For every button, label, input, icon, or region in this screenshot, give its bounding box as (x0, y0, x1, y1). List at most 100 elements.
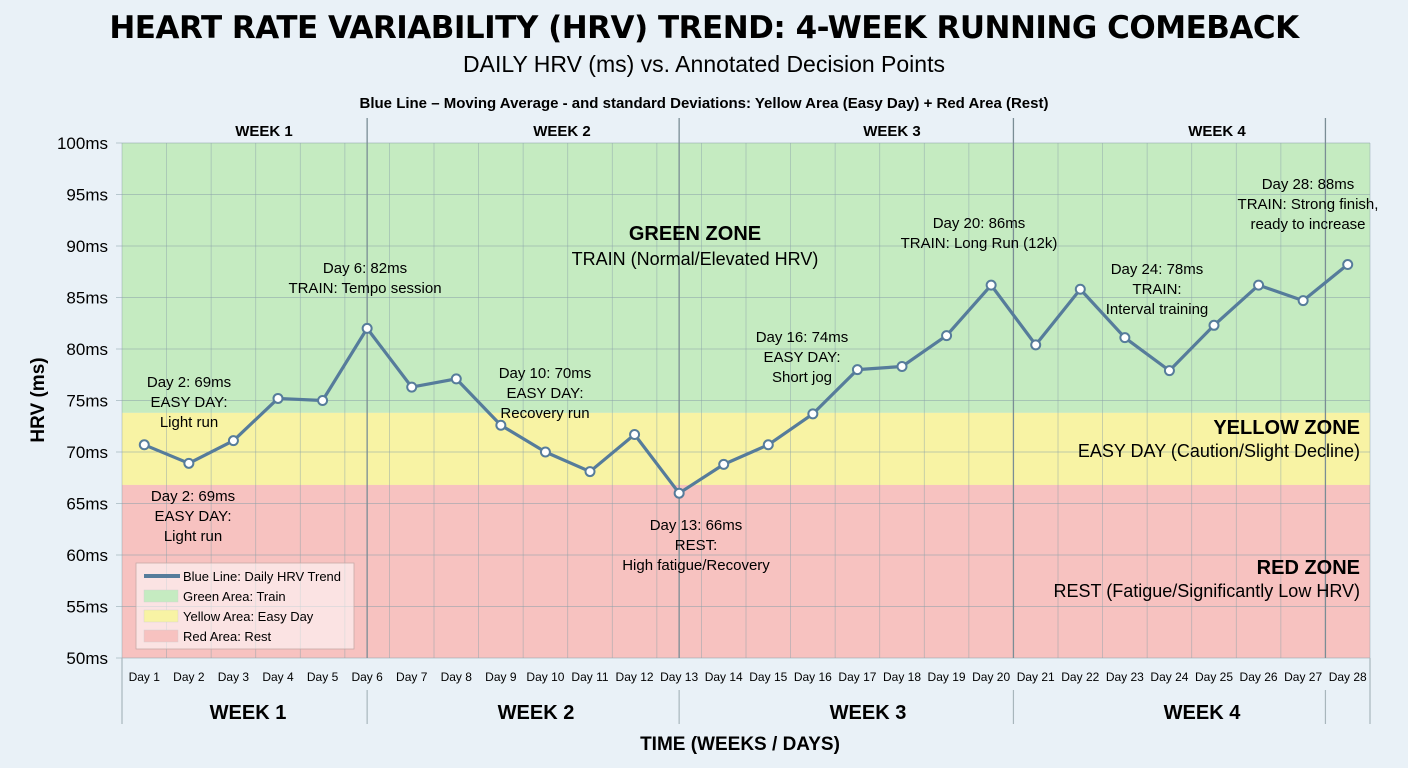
data-point (317, 395, 329, 406)
series-line (143, 263, 1349, 495)
data-point (762, 439, 774, 451)
x-tick-label: Day 1 (129, 670, 161, 684)
green-zone-title: GREEN ZONE (629, 223, 761, 245)
x-tick-label: Day 19 (928, 670, 966, 684)
week-label-bottom: WEEK 1 (210, 702, 287, 724)
data-point (629, 428, 641, 440)
data-point (584, 466, 596, 478)
annotation-text: EASY DAY: (764, 349, 841, 366)
x-tick-label: Day 25 (1195, 670, 1233, 684)
annotation-text: Day 6: 82ms (323, 260, 407, 277)
red-zone-description: REST (Fatigue/Significantly Low HRV) (1054, 581, 1360, 601)
x-tick-label: Day 12 (616, 670, 654, 684)
data-point (1074, 283, 1086, 295)
data-point (450, 373, 462, 385)
x-tick-label: Day 26 (1240, 670, 1278, 684)
x-tick-label: Day 20 (972, 670, 1010, 684)
data-point (1030, 339, 1042, 351)
week-label-top: WEEK 2 (533, 123, 591, 140)
annotation-text: ready to increase (1250, 216, 1365, 233)
x-tick-label: Day 6 (351, 670, 383, 684)
data-point (1119, 332, 1131, 344)
data-point (807, 408, 819, 420)
y-tick-label: 100ms (57, 134, 108, 153)
y-tick-label: 65ms (66, 495, 108, 514)
data-point (1297, 295, 1309, 307)
chart-title: HEART RATE VARIABILITY (HRV) TREND: 4-WE… (109, 10, 1300, 46)
data-point (673, 487, 685, 499)
x-tick-label: Day 17 (838, 670, 876, 684)
annotation-text: EASY DAY: (151, 394, 228, 411)
annotation-text: Light run (160, 414, 218, 431)
red-zone-title: RED ZONE (1257, 557, 1360, 579)
x-tick-label: Day 24 (1150, 670, 1188, 684)
week-label-top: WEEK 1 (235, 123, 293, 140)
weeks-layer: WEEK 1 WEEK 2 WEEK 3 WEEK 4 WEEK 1 WEEK 2 WEEK… (121, 118, 1371, 724)
annotation-text: High fatigue/Recovery (622, 557, 770, 574)
legend-swatch-area (143, 609, 179, 623)
y-tick-label: 75ms (66, 392, 108, 411)
x-tick-label: Day 16 (794, 670, 832, 684)
x-tick-label: Day 5 (307, 670, 339, 684)
yellow-zone-description: EASY DAY (Caution/Slight Decline) (1078, 441, 1360, 461)
x-tick-label: Day 7 (396, 670, 428, 684)
annotation-text: TRAIN: Strong finish, (1238, 196, 1379, 213)
data-point (718, 458, 730, 470)
data-point (1253, 279, 1265, 291)
data-point (227, 435, 239, 447)
x-tick-label: Day 4 (262, 670, 294, 684)
data-point (1208, 319, 1220, 331)
y-tick-label: 85ms (66, 289, 108, 308)
annotation-text: EASY DAY: (507, 385, 584, 402)
data-point (941, 330, 953, 342)
x-tick-label: Day 28 (1329, 670, 1367, 684)
annotation-text: Light run (164, 528, 222, 545)
data-point (406, 381, 418, 393)
x-tick-label: Day 2 (173, 670, 205, 684)
annotation-text: Day 20: 86ms (933, 215, 1026, 232)
chart-subtitle: DAILY HRV (ms) vs. Annotated Decision Po… (463, 51, 945, 77)
annotation-text: Day 13: 66ms (650, 517, 743, 534)
y-tick-label: 90ms (66, 237, 108, 256)
chart-description: Blue Line – Moving Average - and standar… (360, 95, 1049, 112)
data-point (1342, 259, 1354, 271)
x-tick-label: Day 22 (1061, 670, 1099, 684)
x-tick-label: Day 8 (441, 670, 473, 684)
legend: Blue Line: Daily HRV Trend Green Area: Tr… (135, 562, 355, 650)
data-point (1163, 365, 1175, 377)
annotation-text: Day 10: 70ms (499, 365, 592, 382)
annotation-text: Recovery run (500, 405, 589, 422)
y-tick-label: 50ms (66, 649, 108, 668)
annotation-text: TRAIN: Tempo session (288, 280, 441, 297)
legend-item-label: Blue Line: Daily HRV Trend (183, 569, 341, 584)
series-layer (138, 259, 1354, 499)
x-tick-label: Day 21 (1017, 670, 1055, 684)
annotation-text: TRAIN: Long Run (12k) (901, 235, 1058, 252)
x-tick-label: Day 27 (1284, 670, 1322, 684)
green-zone-description: TRAIN (Normal/Elevated HRV) (572, 249, 819, 269)
yellow-zone-title: YELLOW ZONE (1213, 417, 1360, 439)
x-tick-label: Day 11 (571, 670, 608, 684)
legend-swatch-area (143, 629, 179, 643)
legend-item-label: Yellow Area: Easy Day (183, 609, 314, 624)
week-label-top: WEEK 3 (863, 123, 921, 140)
legend-item-label: Red Area: Rest (183, 629, 272, 644)
x-tick-label: Day 3 (218, 670, 250, 684)
annotation-text: Interval training (1106, 301, 1209, 318)
y-tick-label: 55ms (66, 598, 108, 617)
data-point (851, 364, 863, 376)
x-tick-label: Day 9 (485, 670, 517, 684)
week-label-bottom: WEEK 3 (830, 702, 907, 724)
x-tick-label: Day 13 (660, 670, 698, 684)
annotations-layer: Day 2: 69ms EASY DAY: Light run Day 2: 69ms… (147, 176, 1379, 574)
x-axis-label: TIME (WEEKS / DAYS) (640, 734, 840, 755)
y-tick-label: 80ms (66, 340, 108, 359)
y-tick-label: 95ms (66, 186, 108, 205)
annotation-text: Day 2: 69ms (151, 488, 235, 505)
data-point (183, 457, 195, 469)
legend-item-label: Green Area: Train (183, 589, 286, 604)
data-point (138, 439, 150, 451)
data-point (539, 446, 551, 458)
x-tick-label: Day 23 (1106, 670, 1144, 684)
